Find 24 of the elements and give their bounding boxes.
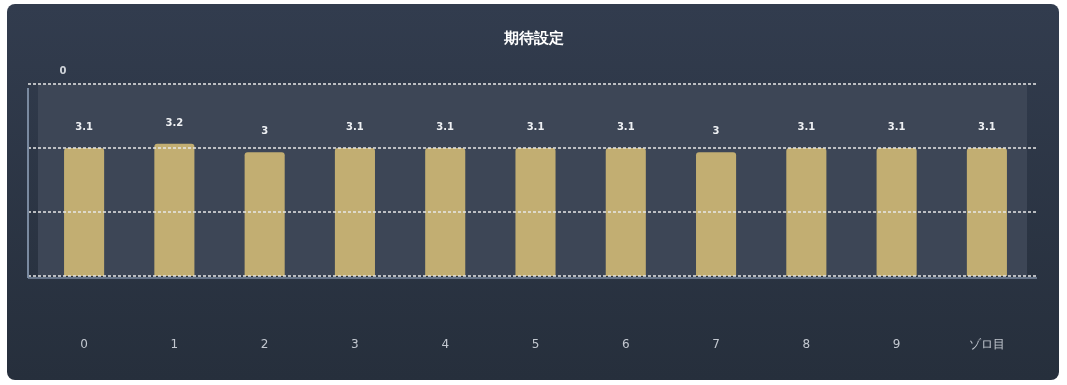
x-tick-label: 3 — [351, 337, 359, 351]
chart-title: 期待設定 — [502, 29, 564, 47]
data-label: 3 — [712, 125, 720, 137]
x-tick-label: 8 — [802, 337, 811, 351]
data-label: 3.1 — [436, 121, 455, 132]
x-tick-label: 2 — [260, 337, 269, 351]
data-label: 3.2 — [165, 116, 184, 128]
x-tick-label: 0 — [80, 337, 88, 351]
data-label: 3 — [261, 125, 269, 137]
data-label: 3.1 — [978, 121, 996, 132]
x-tick-label: 5 — [531, 337, 540, 351]
x-tick-label: 9 — [892, 337, 901, 351]
data-label: 3.1 — [887, 121, 906, 132]
data-label: 3.1 — [797, 121, 816, 132]
x-tick-label: 1 — [170, 337, 179, 351]
data-label: 3.1 — [526, 121, 545, 132]
x-tick-label: 6 — [621, 337, 630, 351]
x-tick-label: 4 — [441, 337, 450, 351]
data-label: 3.1 — [346, 121, 364, 132]
x-tick-label: 7 — [712, 337, 720, 351]
x-tick-label: ゾロ目 — [968, 337, 1005, 351]
data-label: 3.1 — [75, 121, 93, 132]
text: 0 — [59, 65, 67, 76]
data-label: 3.1 — [616, 121, 635, 132]
